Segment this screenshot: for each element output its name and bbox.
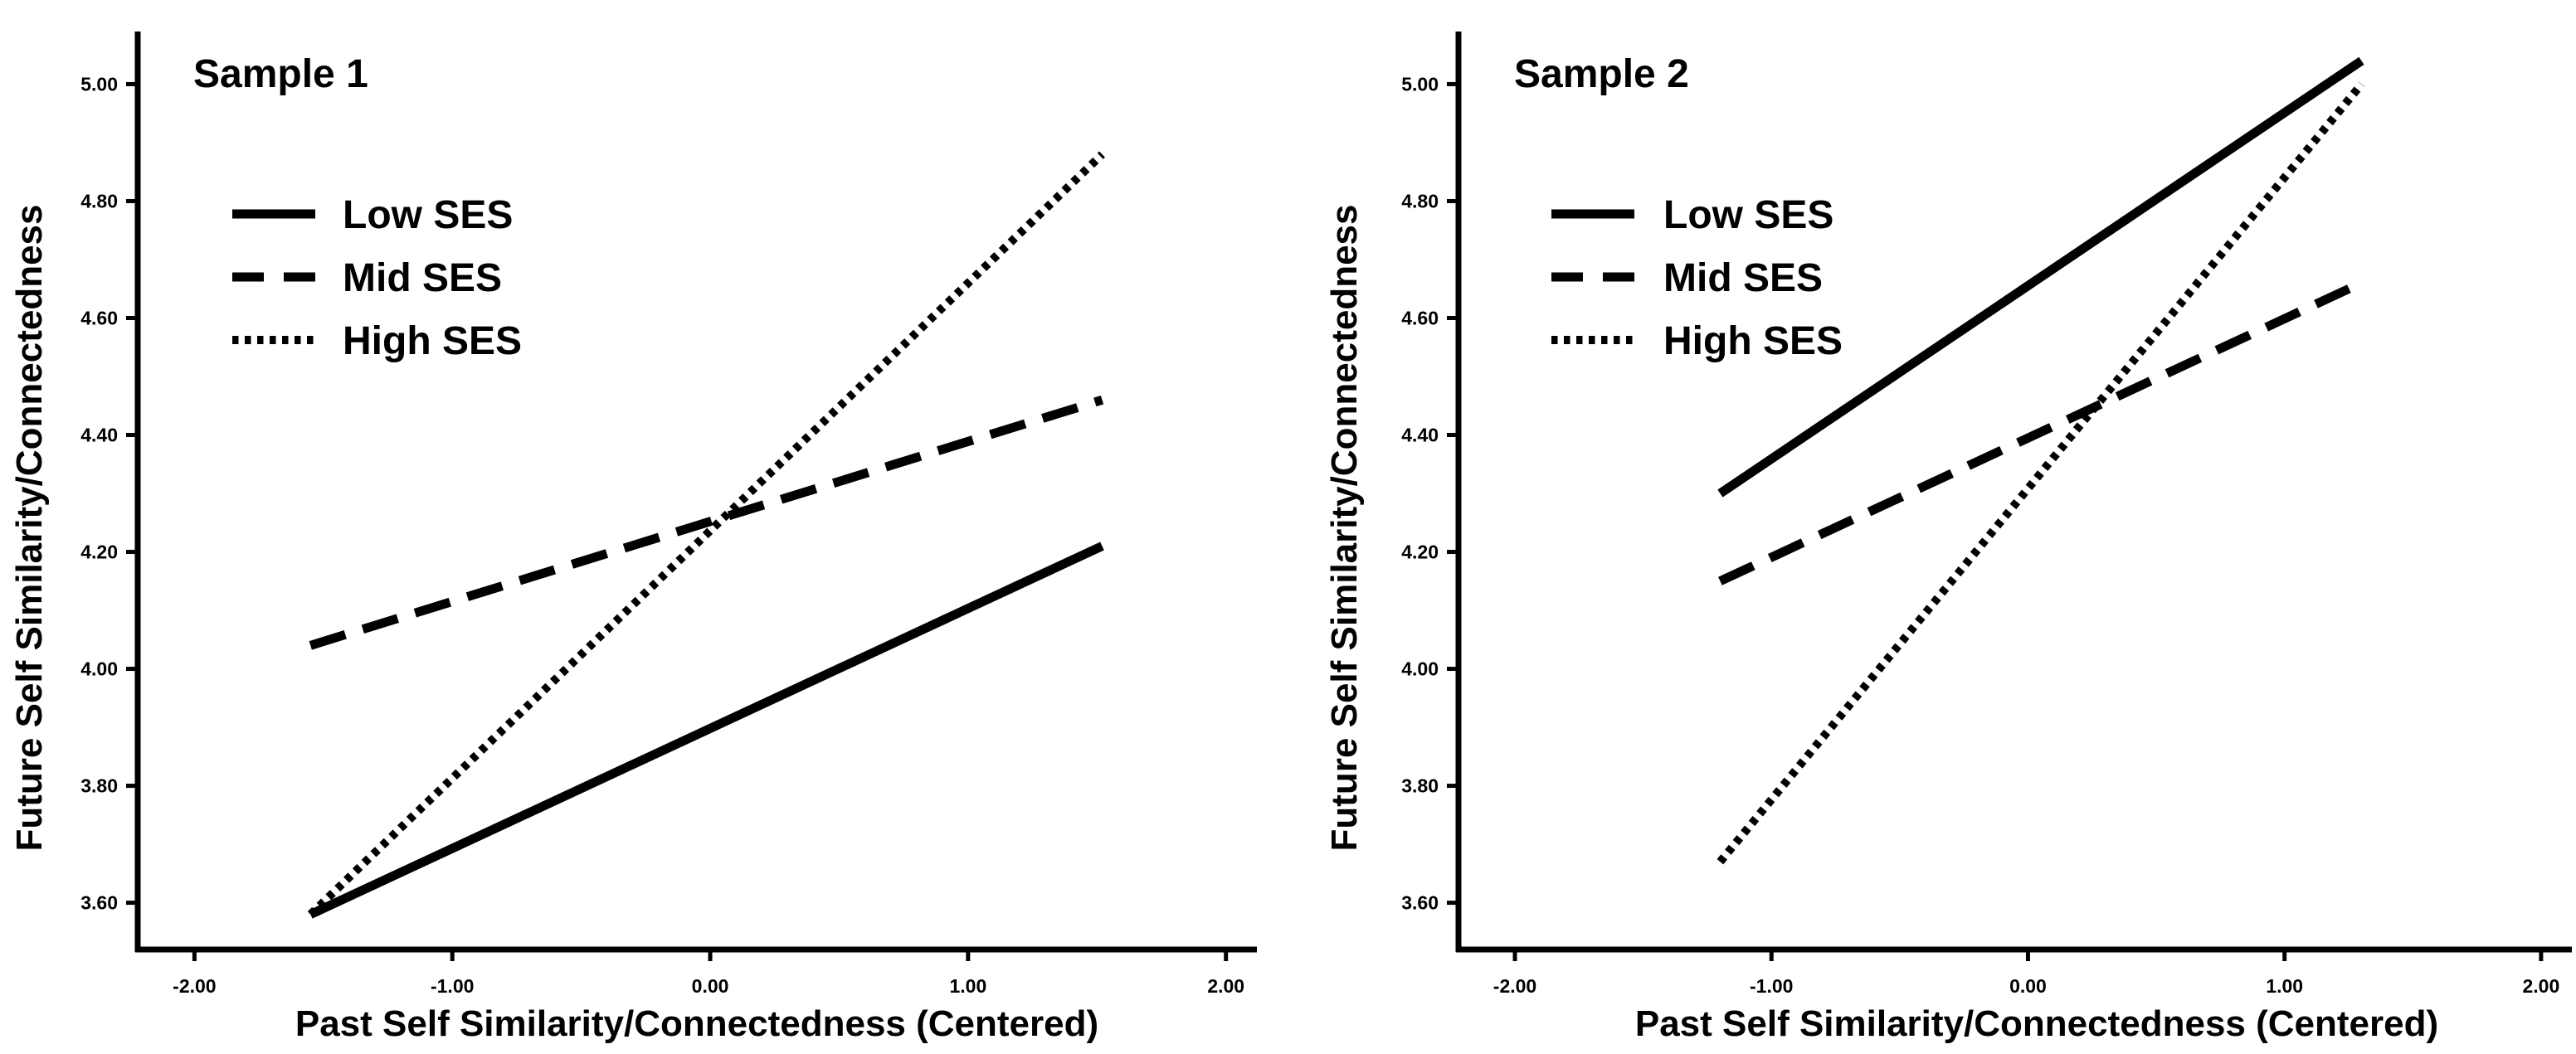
x-tick-label: -2.00 xyxy=(1493,975,1536,997)
y-tick-label: 3.60 xyxy=(80,892,118,914)
x-tick-label: 2.00 xyxy=(1207,975,1244,997)
y-tick-label: 4.00 xyxy=(1401,658,1439,680)
legend-label: Mid SES xyxy=(1663,256,1823,300)
legend-label: Mid SES xyxy=(343,256,502,300)
x-tick-label: -1.00 xyxy=(1750,975,1793,997)
y-tick-label: 4.40 xyxy=(80,425,118,446)
y-tick-label: 4.00 xyxy=(80,658,118,680)
x-axis-title: Past Self Similarity/Connectedness (Cent… xyxy=(295,1003,1098,1044)
legend-label: High SES xyxy=(343,319,522,363)
y-tick-label: 4.40 xyxy=(1401,425,1439,446)
series-line-low-ses xyxy=(1717,56,2364,498)
y-tick-label: 4.20 xyxy=(80,542,118,563)
x-tick-label: -2.00 xyxy=(173,975,216,997)
x-axis-title: Past Self Similarity/Connectedness (Cent… xyxy=(1635,1003,2438,1044)
chart-panel-1: -2.00 -1.00 0.00 1.00 2.00 3.60 3.80 4.00 4.20 4.… xyxy=(9,32,1257,1044)
x-tick-label: 2.00 xyxy=(2523,975,2560,997)
y-tick-label: 4.80 xyxy=(80,190,118,211)
series-line-low-ses xyxy=(308,542,1104,919)
panel-title: Sample 1 xyxy=(193,52,368,96)
series-line-mid-ses xyxy=(1718,279,2364,585)
x-tick-label: 1.00 xyxy=(949,975,986,997)
series-line-high-ses xyxy=(307,151,1105,918)
chart-panel-2: -2.00 -1.00 0.00 1.00 2.00 3.60 3.80 4.00 4.20 4.… xyxy=(1324,32,2572,1044)
panel-title: Sample 2 xyxy=(1514,52,1689,96)
y-axis-title: Future Self Similarity/Connectedness xyxy=(1324,205,1365,852)
y-tick-label: 3.80 xyxy=(80,775,118,797)
legend: Low SES Mid SES High SES xyxy=(1551,193,1843,363)
y-tick-label: 4.80 xyxy=(1401,190,1439,211)
y-tick-label: 4.20 xyxy=(1401,542,1439,563)
y-tick-label: 4.60 xyxy=(80,307,118,328)
legend-label: Low SES xyxy=(1663,193,1833,237)
y-tick-label: 3.80 xyxy=(1401,775,1439,797)
legend-label: Low SES xyxy=(343,193,513,237)
y-tick-label: 5.00 xyxy=(1401,73,1439,95)
x-tick-label: 0.00 xyxy=(692,975,729,997)
x-tick-label: -1.00 xyxy=(431,975,474,997)
y-tick-label: 5.00 xyxy=(80,73,118,95)
x-tick-label: 0.00 xyxy=(2009,975,2047,997)
legend-label: High SES xyxy=(1663,319,1843,363)
x-tick-label: 1.00 xyxy=(2266,975,2303,997)
y-tick-label: 3.60 xyxy=(1401,892,1439,914)
y-axis-title: Future Self Similarity/Connectedness xyxy=(9,205,50,852)
series-line-mid-ses xyxy=(309,395,1104,650)
legend: Low SES Mid SES High SES xyxy=(232,193,522,363)
y-tick-label: 4.60 xyxy=(1401,307,1439,328)
